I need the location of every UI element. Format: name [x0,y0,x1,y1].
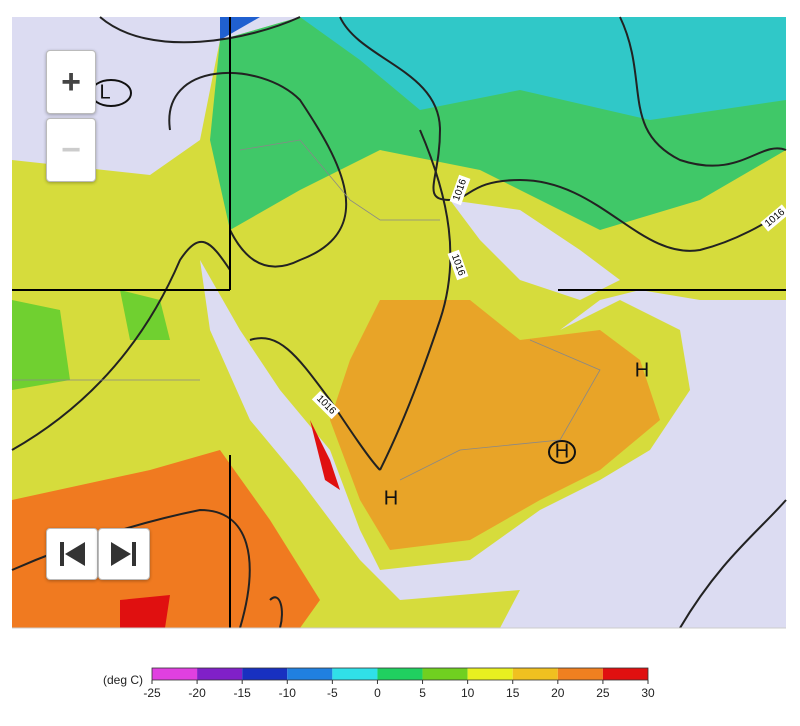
colorbar-segment [242,668,288,680]
colorbar-tick-label: 15 [506,686,520,700]
colorbar-tick-label: 0 [374,686,381,700]
pressure-center: H [555,440,569,462]
land-hot [12,450,320,628]
colorbar-tick-label: 5 [419,686,426,700]
colorbar-tick-label: -20 [188,686,206,700]
previous-button[interactable] [46,528,98,580]
borders [12,139,601,481]
pressure-center: L [99,81,110,103]
colorbar-segment [197,668,243,680]
colorbar-segment [512,668,558,680]
persian-gulf [450,200,620,300]
zoom-in-button[interactable]: + [46,50,96,114]
colorbar-tick-label: -5 [327,686,338,700]
colorbar-tick-label: 30 [641,686,655,700]
previous-icon [60,542,85,566]
isobar-label-bg [449,174,471,206]
colorbar-frame [151,667,649,681]
colorbar-tick-label: -15 [234,686,252,700]
isobar-label-bg [760,204,790,232]
colorbar-segment [602,668,648,680]
isobar-label-bg [447,249,469,281]
colorbar-segment [557,668,603,680]
colorbar-tick-label: 25 [596,686,610,700]
colorbar-segment [287,668,333,680]
land-green [12,290,170,390]
next-button[interactable] [98,528,150,580]
colorbar-segment [467,668,513,680]
isobar-label-bg [311,390,341,420]
legend-unit: (deg C) [103,673,143,687]
pressure-ring [548,440,576,464]
colorbar-segment [152,668,198,680]
colorbar-segment [332,668,378,680]
colorbar-tick-label: 20 [551,686,565,700]
colorbar-tick-label: -10 [279,686,297,700]
land-warm [330,300,660,550]
land-hottest [120,420,340,628]
zoom-out-button[interactable]: − [46,118,96,182]
pressure-center: H [384,487,398,509]
land-cold [300,17,786,120]
next-icon [111,542,136,566]
colorbar-tick-label: 10 [461,686,475,700]
pressure-center: H [635,359,649,381]
colorbar-tick-label: -25 [143,686,161,700]
colorbar-segment [377,668,423,680]
colorbar-segment [422,668,468,680]
crosshair [12,17,786,628]
